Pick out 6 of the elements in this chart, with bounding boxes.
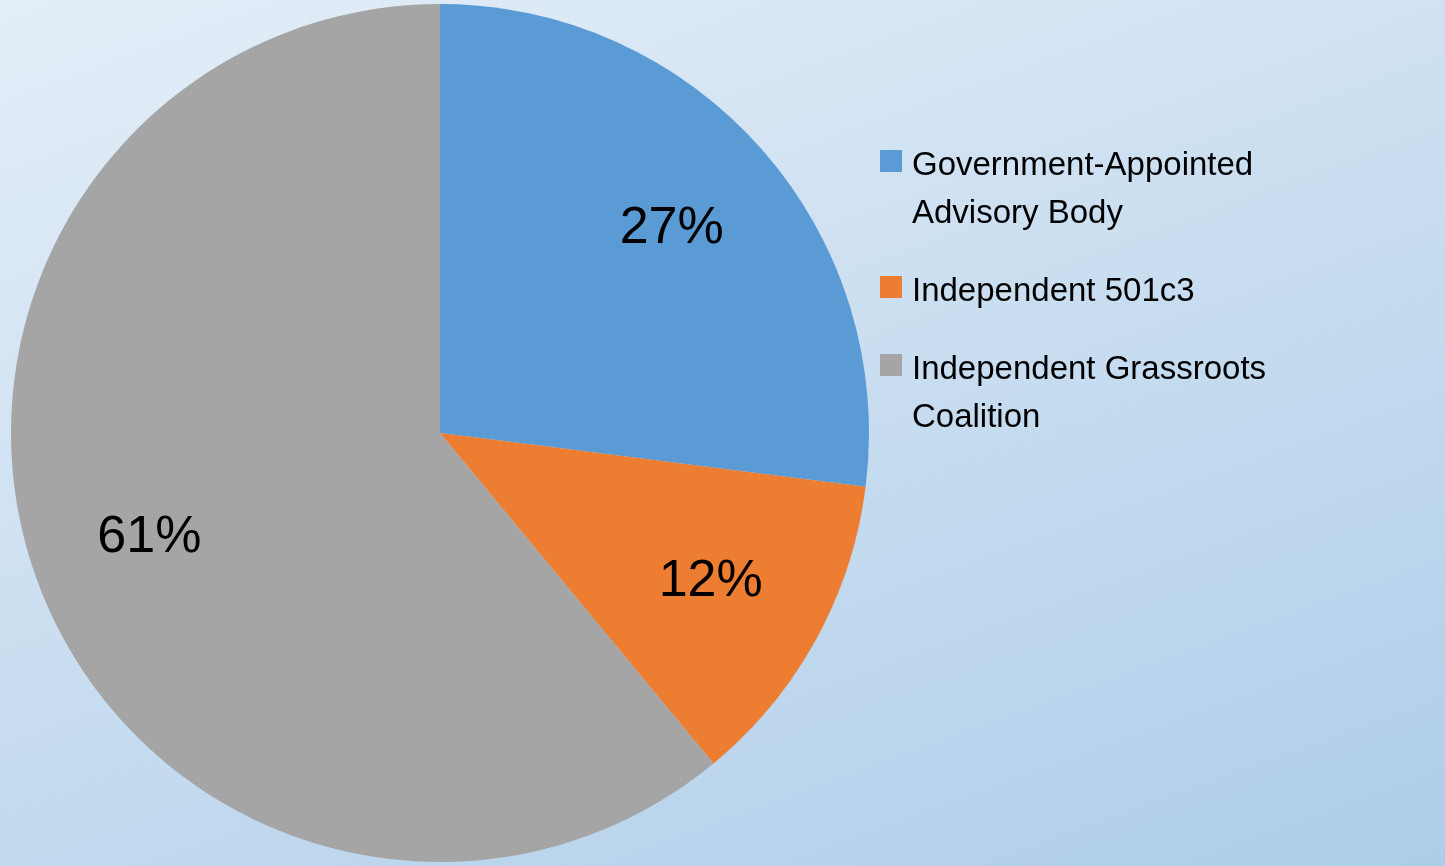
legend-label: Independent Grassroots Coalition [912,348,1268,436]
data-label: 61% [97,504,202,563]
legend-label: Independent 501c3 [912,270,1195,310]
data-label: 27% [619,196,724,255]
data-label: 12% [658,549,763,608]
legend-label: Government-Appointed Advisory Body [912,144,1255,232]
